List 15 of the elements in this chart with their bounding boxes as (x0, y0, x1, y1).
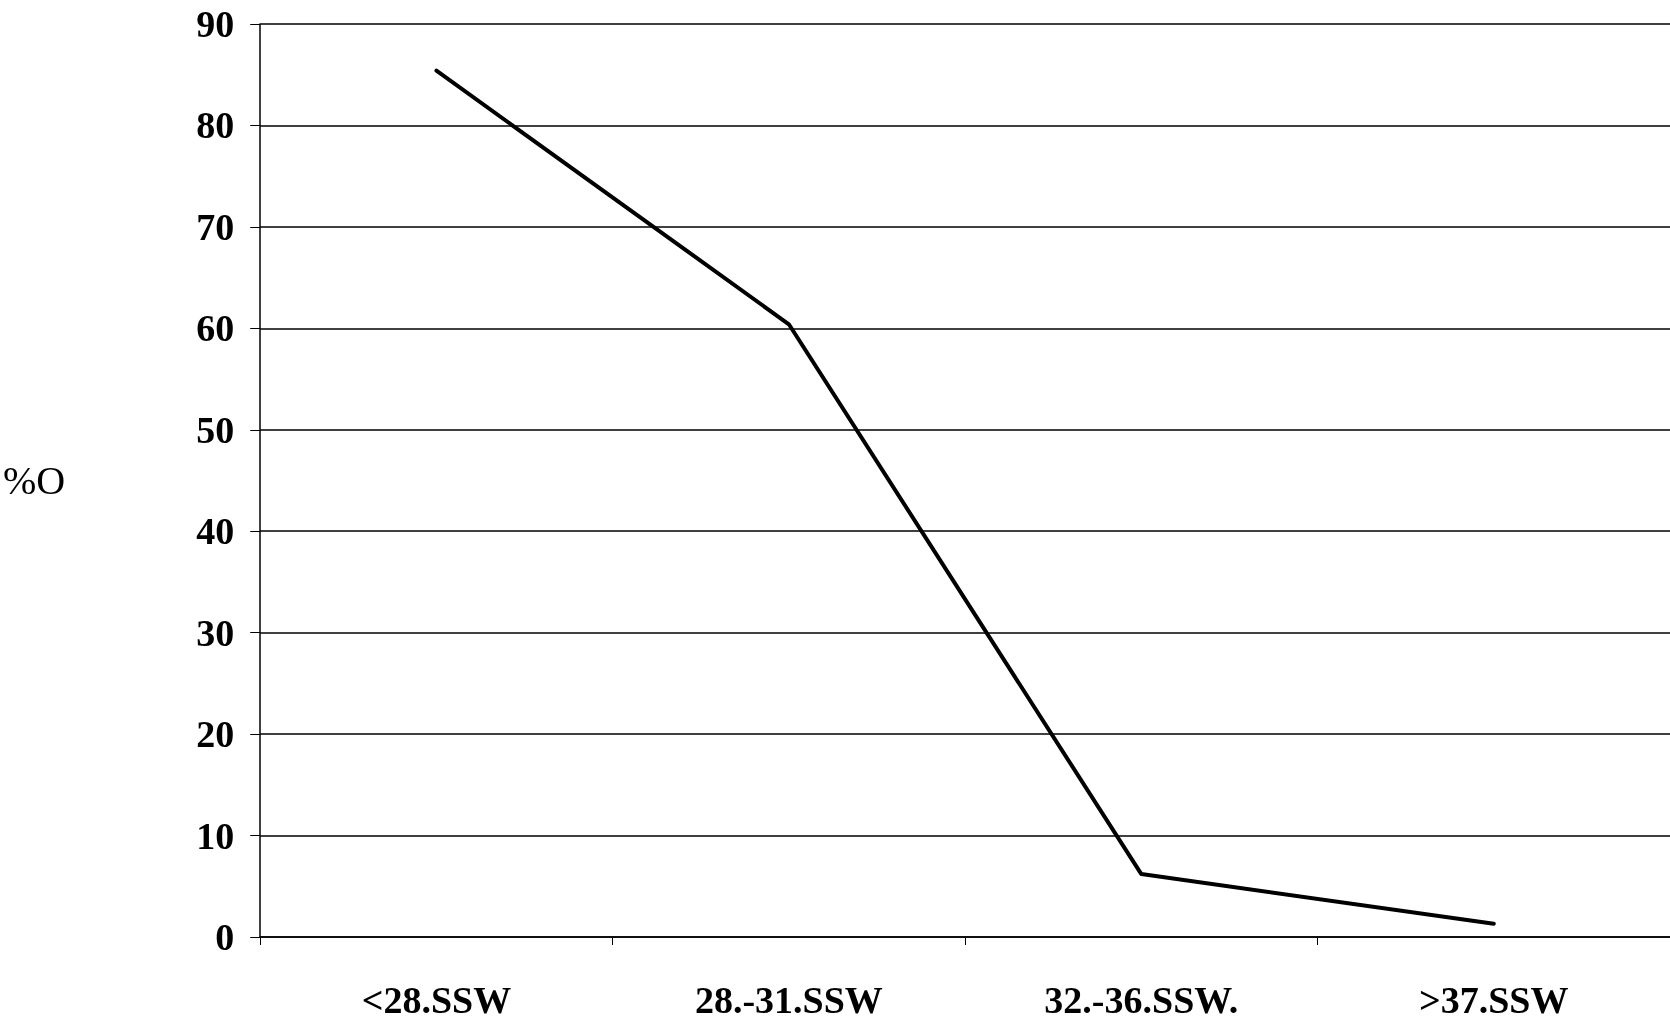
y-tick-label: 40 (196, 510, 235, 553)
y-tick-label: 70 (196, 205, 235, 248)
x-tick-label: 32.-36.SSW. (1044, 979, 1239, 1021)
y-tick-label: 80 (196, 104, 235, 147)
y-tick-label: 0 (215, 916, 235, 958)
x-tick-label: >37.SSW (1419, 979, 1569, 1021)
y-tick-label: 30 (196, 611, 235, 654)
y-tick-label: 60 (196, 307, 235, 350)
x-tick-label: <28.SSW (361, 979, 512, 1021)
y-tick-label: 10 (196, 814, 235, 857)
y-tick-label: 90 (196, 3, 235, 45)
x-tick-label: 28.-31.SSW (694, 979, 883, 1021)
y-tick-label: 20 (196, 713, 235, 756)
y-tick-label: 50 (196, 408, 235, 451)
y-axis-title: %O (2, 458, 66, 503)
